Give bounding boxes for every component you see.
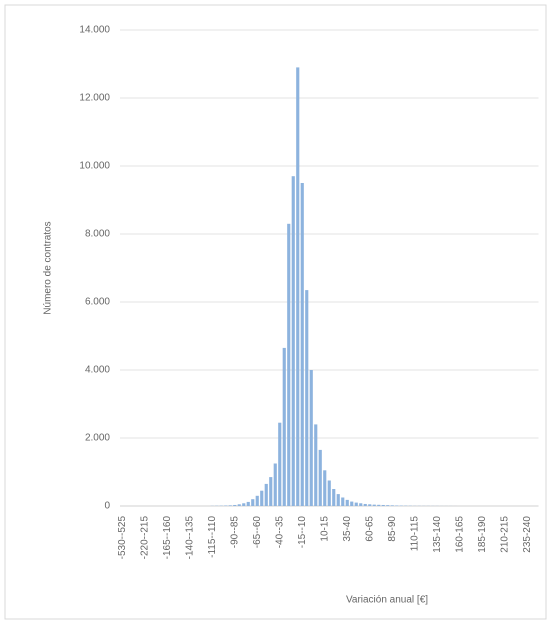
x-axis-label: Variación anual [€]	[346, 595, 428, 606]
bar	[228, 505, 232, 506]
bar	[359, 503, 363, 506]
x-tick-label: 210-215	[499, 516, 510, 553]
bar	[377, 504, 381, 506]
x-tick-label: -90--85	[229, 516, 240, 549]
chart-frame	[4, 4, 547, 620]
y-tick-label: 12.000	[79, 93, 110, 104]
y-tick-label: 8.000	[85, 229, 110, 240]
bar	[246, 501, 250, 506]
y-tick-label: 14.000	[79, 25, 110, 36]
bar	[372, 504, 376, 506]
y-tick-label: 2.000	[85, 433, 110, 444]
bar	[264, 483, 268, 506]
bar	[309, 370, 313, 506]
bar	[242, 503, 246, 506]
x-tick-label: 110-115	[409, 516, 420, 552]
bar	[381, 504, 385, 506]
bar	[314, 424, 318, 506]
x-tick-label: -40--35	[274, 516, 285, 549]
bar	[350, 501, 354, 506]
bar	[287, 223, 291, 507]
y-axis-label: Número de contratos	[43, 221, 54, 314]
bar	[296, 67, 300, 507]
x-tick-label: 185-190	[477, 516, 488, 553]
bar	[332, 489, 336, 506]
y-tick-label: 10.000	[79, 161, 110, 172]
bar	[336, 494, 340, 506]
x-tick-label: 135-140	[432, 516, 443, 553]
bar	[354, 502, 358, 506]
x-tick-label: 35-40	[342, 516, 353, 542]
bar	[305, 290, 309, 506]
x-tick-label: -140--135	[184, 516, 195, 560]
x-tick-label: 160-165	[454, 516, 465, 553]
bar	[269, 477, 273, 506]
bar	[260, 490, 264, 506]
x-tick-label: -530--525	[117, 516, 128, 560]
x-tick-label: -165--160	[162, 516, 173, 560]
bar	[345, 499, 349, 506]
bar	[282, 347, 286, 506]
bar	[368, 504, 372, 506]
x-tick-label: -115--110	[207, 516, 218, 558]
y-tick-label: 0	[104, 501, 110, 512]
y-tick-label: 4.000	[85, 365, 110, 376]
bar	[341, 497, 345, 506]
bar	[386, 505, 390, 506]
x-tick-label: -15--10	[297, 516, 308, 549]
bar	[255, 495, 259, 506]
bar	[395, 505, 399, 506]
bar	[237, 504, 241, 506]
x-tick-label: -220--215	[139, 516, 150, 560]
bar	[224, 505, 228, 506]
bar	[390, 505, 394, 506]
y-tick-label: 6.000	[85, 297, 110, 308]
bar	[363, 503, 367, 506]
x-tick-label: 85-90	[387, 516, 398, 542]
bar	[323, 470, 327, 506]
bar	[327, 480, 331, 506]
bar	[278, 422, 282, 506]
bar	[318, 449, 322, 506]
bar	[273, 463, 277, 506]
bar	[300, 183, 304, 506]
bar	[291, 176, 295, 506]
x-tick-label: 235-240	[522, 516, 533, 553]
x-tick-label: 10-15	[319, 516, 330, 542]
bar	[233, 504, 237, 506]
x-tick-label: -65--60	[252, 516, 263, 549]
x-tick-label: 60-65	[364, 516, 375, 542]
bar	[251, 499, 255, 506]
